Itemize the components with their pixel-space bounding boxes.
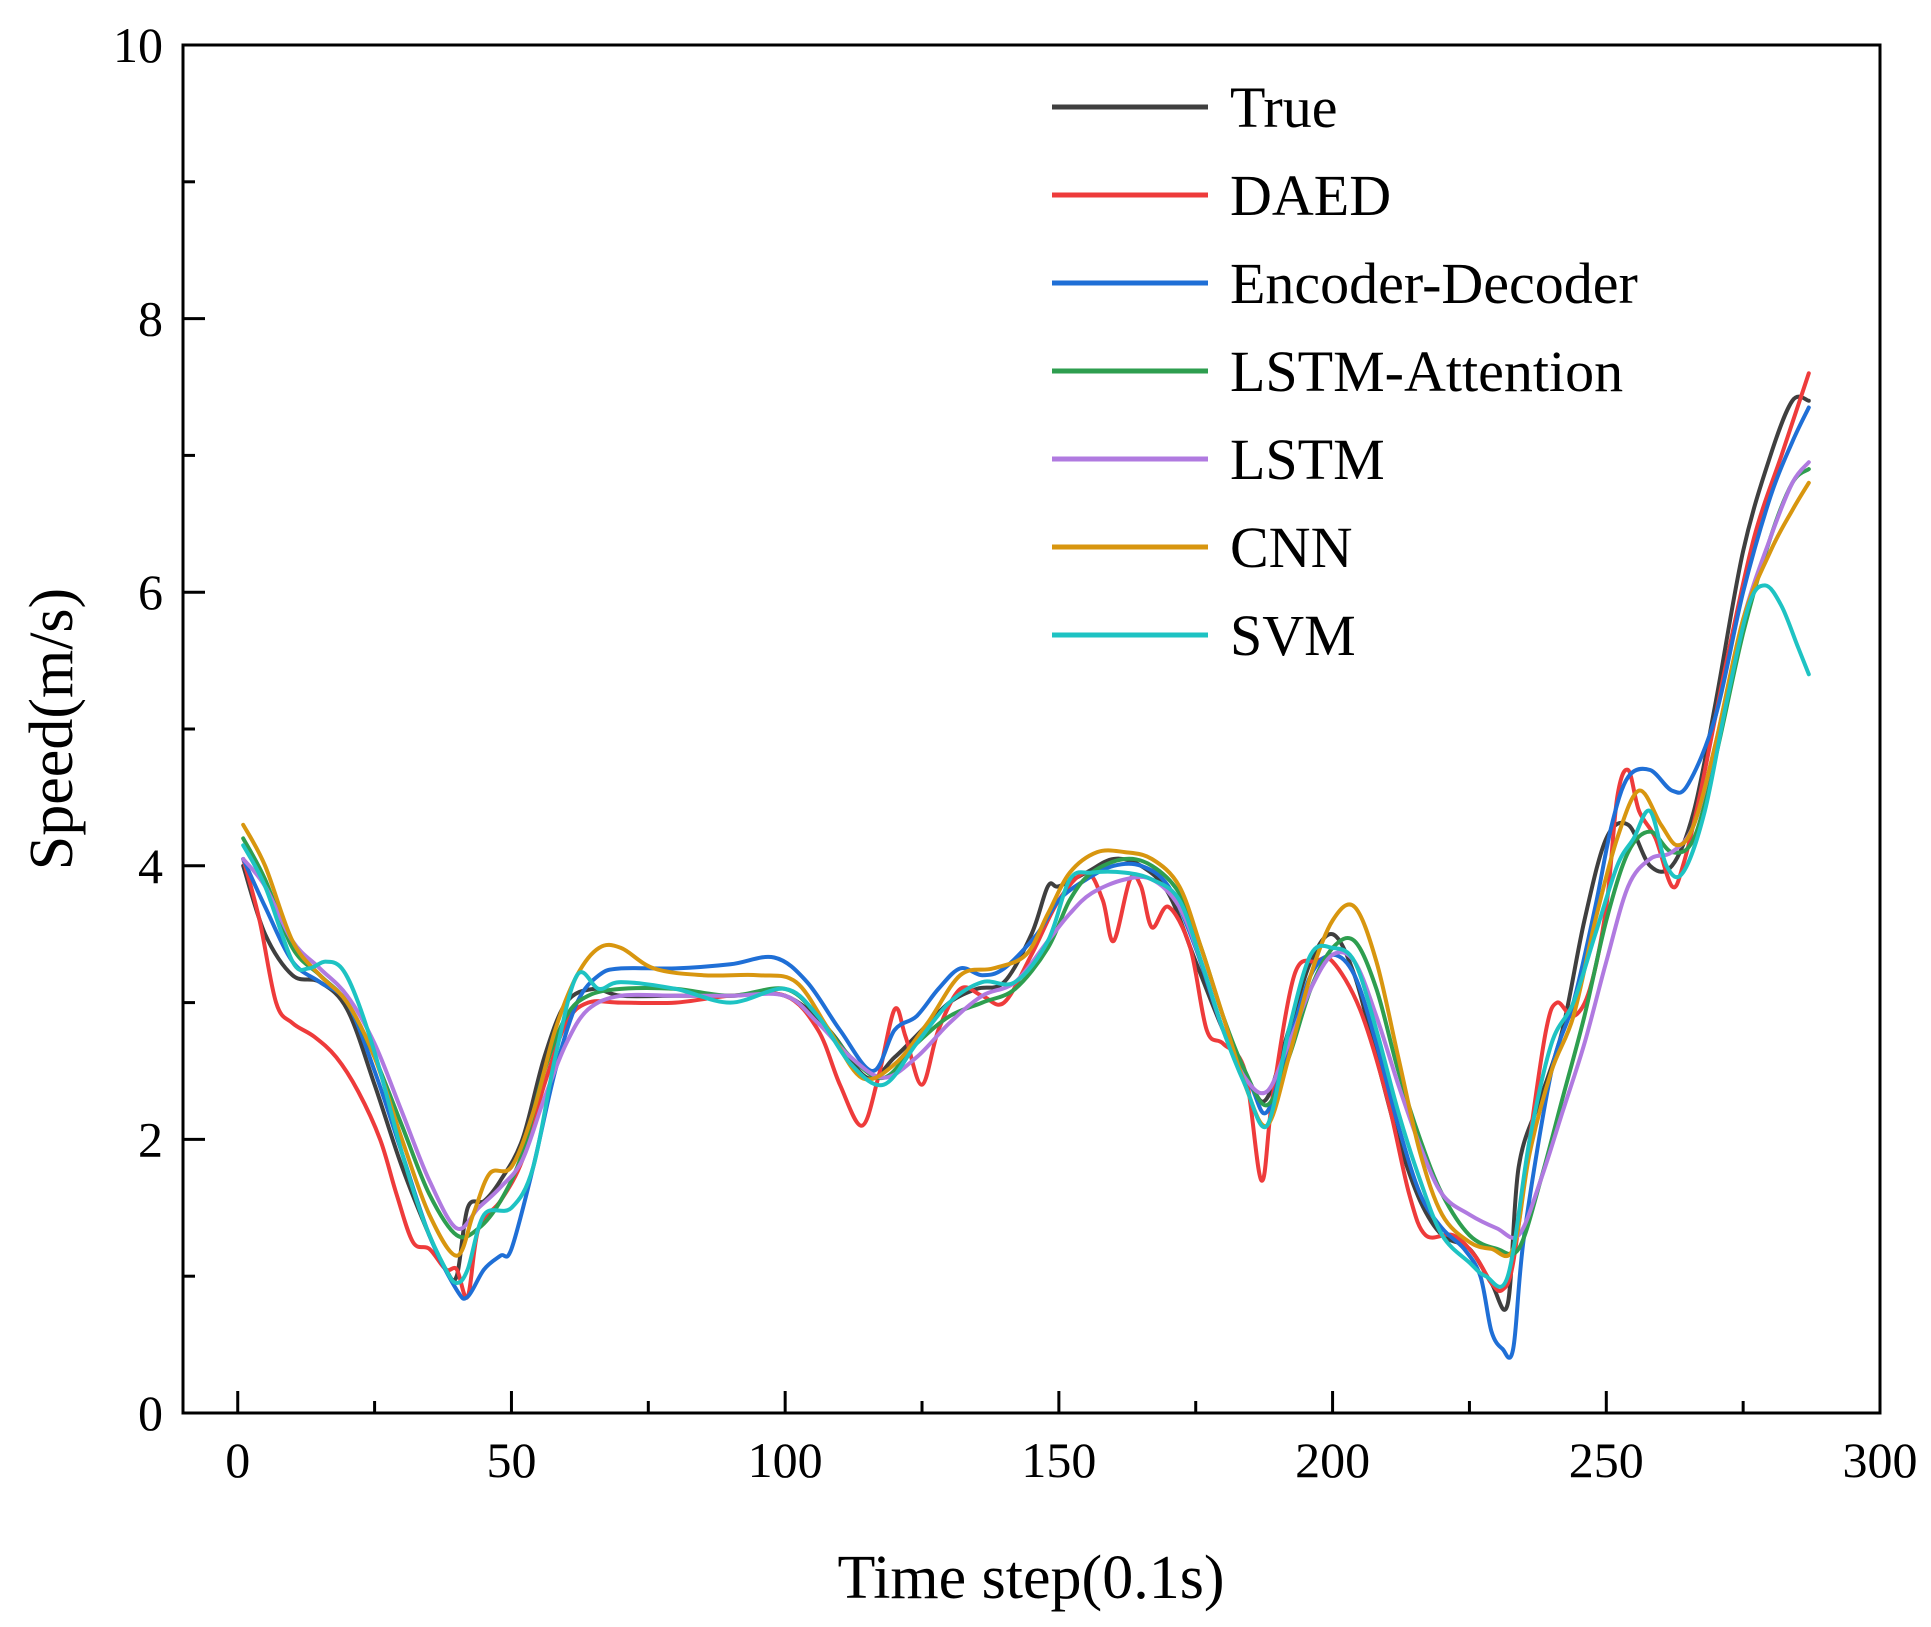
legend-label-svm: SVM [1230,603,1356,668]
y-axis-title: Speed(m/s) [18,588,86,870]
series-line-svm [241,583,1811,1289]
x-tick-label: 300 [1843,1432,1918,1488]
legend-label-daed: DAED [1230,163,1391,228]
legend-label-encoder-decoder: Encoder-Decoder [1230,251,1638,316]
series-line-daed [241,371,1811,1300]
series-line-encoder-decoder [241,405,1811,1360]
y-tick-label: 6 [138,564,163,620]
series-line-true [241,394,1811,1312]
series-line-lstm-attention [241,467,1811,1257]
y-tick-label: 2 [138,1111,163,1167]
legend-label-true: True [1230,75,1337,140]
x-axis-title: Time step(0.1s) [838,1544,1225,1612]
y-tick-label: 0 [138,1385,163,1441]
x-tick-label: 50 [486,1432,536,1488]
legend: True DAED Encoder-Decoder LSTM-Attention LST… [1052,75,1638,668]
series-line-cnn [241,480,1811,1259]
legend-label-lstm: LSTM [1230,427,1385,492]
legend-label-cnn: CNN [1230,515,1352,580]
x-tick-label: 100 [748,1432,823,1488]
x-tick-label: 250 [1569,1432,1644,1488]
x-tick-label: 0 [225,1432,250,1488]
legend-label-lstm-attention: LSTM-Attention [1230,339,1623,404]
y-tick-label: 10 [113,17,163,73]
y-tick-label: 8 [138,291,163,347]
y-tick-label: 4 [138,838,163,894]
ticks-layer: 0 50 100 150 200 250 300 0 2 4 6 8 10 [113,17,1918,1488]
series-line-lstm [241,460,1811,1240]
x-tick-label: 150 [1021,1432,1096,1488]
series-layer [241,371,1811,1360]
x-tick-label: 200 [1295,1432,1370,1488]
